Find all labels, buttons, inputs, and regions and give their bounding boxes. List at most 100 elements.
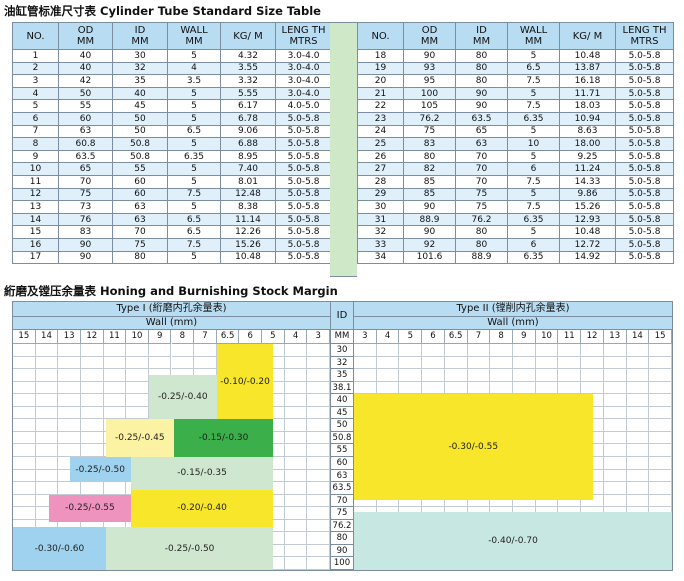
grid-cell (307, 356, 330, 370)
wall-col-left: 8 (171, 330, 195, 344)
cell-kg: 12.93 (559, 212, 616, 227)
cell-od: 100 (403, 86, 456, 101)
cell-id: 80 (455, 49, 508, 63)
table-row: 24 75 65 5 8.63 5.0-5.8 (357, 124, 674, 139)
cell-no: 24 (357, 124, 404, 139)
cell-no: 20 (357, 74, 404, 88)
grid-cell (284, 344, 308, 357)
grid-cell (626, 444, 650, 457)
cell-kg: 11.71 (559, 86, 616, 101)
grid-cell (13, 431, 36, 445)
table-row: 26 80 70 5 9.25 5.0-5.8 (357, 149, 674, 164)
type1-header: Type I (絎磨内孔余量表) (13, 302, 330, 317)
grid-cell (307, 457, 330, 470)
grid-cell (649, 344, 672, 357)
wall-col-right: 13 (603, 330, 627, 344)
cell-wall: 5 (507, 149, 560, 164)
grid-cell (262, 457, 285, 470)
grid-cell (103, 356, 127, 370)
cell-no: 3 (12, 74, 59, 88)
grid-cell (626, 494, 650, 508)
cell-wall: 5 (167, 99, 221, 113)
table-row: 29 85 75 5 9.86 5.0-5.8 (357, 187, 674, 202)
grid-cell (284, 381, 308, 395)
cell-kg: 10.48 (559, 225, 616, 239)
wall-col-right: 5 (399, 330, 423, 344)
grid-cell (80, 406, 104, 420)
cell-od: 101.6 (403, 250, 456, 265)
cell-id: 50 (112, 111, 168, 126)
cell-id: 63 (455, 137, 508, 151)
wall-col-left: 6 (239, 330, 263, 344)
cell-id: 65 (455, 124, 508, 139)
grid-cell (444, 369, 468, 382)
cell-id: 60 (112, 174, 168, 189)
grid-cell (35, 406, 59, 420)
grid-cell (558, 494, 582, 508)
wall-header-right: Wall (mm) (354, 317, 672, 330)
table-row: 22 105 90 7.5 18.03 5.0-5.8 (357, 99, 674, 113)
grid-cell (284, 457, 308, 470)
cell-wall: 6.35 (507, 212, 560, 227)
header-length: LENG TH MTRS (275, 22, 332, 50)
cell-length: 5.0-5.8 (275, 174, 332, 189)
grid-cell (535, 356, 559, 370)
cell-no: 11 (12, 174, 59, 189)
cell-length: 3.0-4.0 (275, 61, 332, 76)
cell-od: 80 (403, 149, 456, 164)
margin-zone-left: -0.20/-0.40 (130, 489, 274, 528)
table-row: 19 93 80 6.5 13.87 5.0-5.8 (357, 61, 674, 76)
grid-cell (13, 369, 36, 382)
header-id: ID MM (112, 22, 168, 50)
wall-col-right: 10 (535, 330, 559, 344)
table-row: 34 101.6 88.9 6.35 14.92 5.0-5.8 (357, 250, 674, 265)
cell-wall: 6.5 (507, 61, 560, 76)
grid-cell (649, 469, 672, 483)
cell-kg: 14.33 (559, 174, 616, 189)
grid-cell (307, 469, 330, 483)
grid-cell (262, 406, 285, 420)
grid-cell (262, 431, 285, 445)
table-row: 10 65 55 5 7.40 5.0-5.8 (12, 162, 332, 176)
cell-id: 32 (112, 61, 168, 76)
grid-cell (35, 482, 59, 495)
cell-wall: 7.5 (167, 187, 221, 202)
header-od: OD MM (403, 22, 456, 50)
cell-id: 70 (455, 149, 508, 164)
cell-length: 5.0-5.8 (615, 137, 674, 151)
table-row: 33 92 80 6 12.72 5.0-5.8 (357, 237, 674, 252)
wall-col-left: 14 (35, 330, 59, 344)
grid-cell (13, 406, 36, 420)
grid-cell (422, 381, 445, 395)
wall-col-left: 15 (13, 330, 36, 344)
honing-table: Type I (絎磨内孔余量表) Wall (mm) Type II (镗削内孔余量… (12, 301, 673, 571)
header-no: NO. (357, 22, 404, 50)
cell-od: 83 (58, 225, 113, 239)
cell-id: 80 (112, 250, 168, 265)
grid-cell (399, 381, 423, 395)
table-row: 21 100 90 5 11.71 5.0-5.8 (357, 86, 674, 101)
header-no: NO. (12, 22, 59, 50)
id-value: 75 (330, 507, 354, 520)
cell-id: 30 (112, 49, 168, 63)
grid-cell (284, 406, 308, 420)
grid-cell (626, 344, 650, 357)
cell-wall: 5 (507, 225, 560, 239)
id-value: 63.5 (330, 482, 354, 495)
cell-length: 5.0-5.8 (275, 111, 332, 126)
grid-cell (467, 494, 491, 508)
cell-wall: 6 (507, 237, 560, 252)
grid-cell (626, 469, 650, 483)
grid-cell (513, 381, 536, 395)
grid-cell (103, 394, 127, 407)
id-value: 80 (330, 532, 354, 545)
grid-cell (80, 369, 104, 382)
cell-id: 70 (112, 225, 168, 239)
cell-id: 75 (455, 200, 508, 214)
grid-cell (603, 431, 627, 445)
margin-zone-left: -0.25/-0.55 (49, 494, 131, 523)
cell-wall: 5 (167, 137, 221, 151)
grid-cell (649, 419, 672, 432)
grid-cell (307, 406, 330, 420)
grid-cell (35, 344, 59, 357)
